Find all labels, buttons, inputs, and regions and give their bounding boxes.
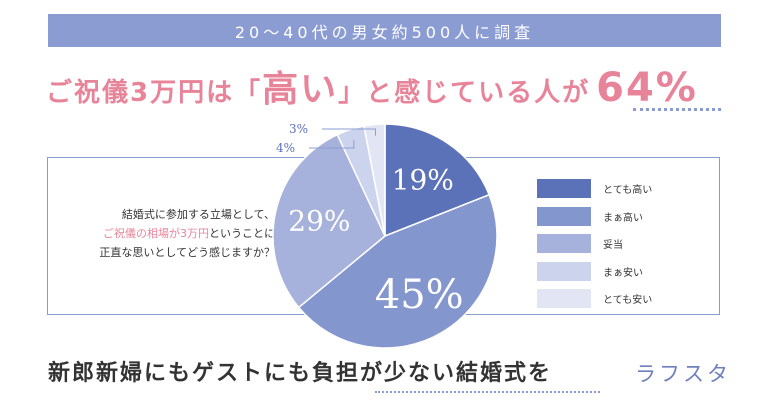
question-line-2: ご祝儀の相場が3万円ということに (60, 224, 275, 243)
pie-label-4: 4% (276, 141, 295, 155)
headline-percentage: 64% (596, 65, 698, 111)
pie-label-5: 3% (289, 122, 308, 136)
pie-label-1: 19% (392, 163, 454, 196)
legend-swatch (537, 234, 591, 254)
legend-item: 妥当 (537, 230, 652, 258)
legend-label: まぁ高い (603, 212, 643, 224)
legend-item: まぁ高い (537, 203, 652, 231)
question-text: 結婚式に参加する立場として、 ご祝儀の相場が3万円ということに 正直な思いとして… (60, 205, 275, 262)
headline: ご祝儀3万円は「 高い 」と感じている人が 64% (46, 60, 736, 111)
question-highlight: ご祝儀の相場が3万円 (103, 227, 209, 240)
question-line-2-rest: ということに (209, 227, 275, 240)
legend-swatch (537, 179, 591, 199)
survey-text: 20〜40代の男女約500人に調査 (234, 22, 535, 42)
pie-slice-5 (363, 123, 386, 237)
headline-dotted-underline (633, 108, 721, 111)
legend-label: まぁ安い (603, 267, 643, 279)
pie-slice-2 (297, 193, 498, 349)
pie-slice-1 (384, 123, 491, 238)
legend-label: 妥当 (603, 240, 623, 252)
headline-part2: 」と感じている人が (338, 78, 591, 108)
pie-leader-line-4 (309, 140, 355, 149)
tagline-dotted-underline (375, 391, 600, 393)
pie-leader-line-5 (322, 128, 377, 136)
legend-label: とても安い (603, 295, 653, 307)
legend-swatch (537, 289, 591, 309)
headline-part1: ご祝儀3万円は「 (46, 78, 263, 108)
footer-tagline: 新郎新婦にもゲストにも負担が少ない結婚式を (48, 361, 553, 386)
legend-item: とても安い (537, 285, 652, 313)
brand-logo: ラフスタ (635, 362, 731, 386)
pie-labels: 19% 45% 29% 4% 3% (276, 122, 464, 318)
pie-label-2: 45% (375, 272, 464, 318)
question-line-3: 正直な思いとしてどう感じますか？ (99, 246, 275, 259)
pie-slices (272, 123, 498, 349)
pie-label-3: 29% (288, 204, 350, 237)
legend: とても高いまぁ高い妥当まぁ安いとても安い (537, 175, 652, 313)
headline-emphasis: 高い (262, 69, 339, 110)
question-line-1: 結婚式に参加する立場として、 (121, 208, 275, 221)
legend-item: まぁ安い (537, 258, 652, 286)
legend-label: とても高い (603, 185, 653, 197)
survey-banner: 20〜40代の男女約500人に調査 (48, 14, 721, 47)
legend-swatch (537, 261, 591, 281)
legend-swatch (537, 206, 591, 226)
legend-item: とても高い (537, 175, 652, 203)
